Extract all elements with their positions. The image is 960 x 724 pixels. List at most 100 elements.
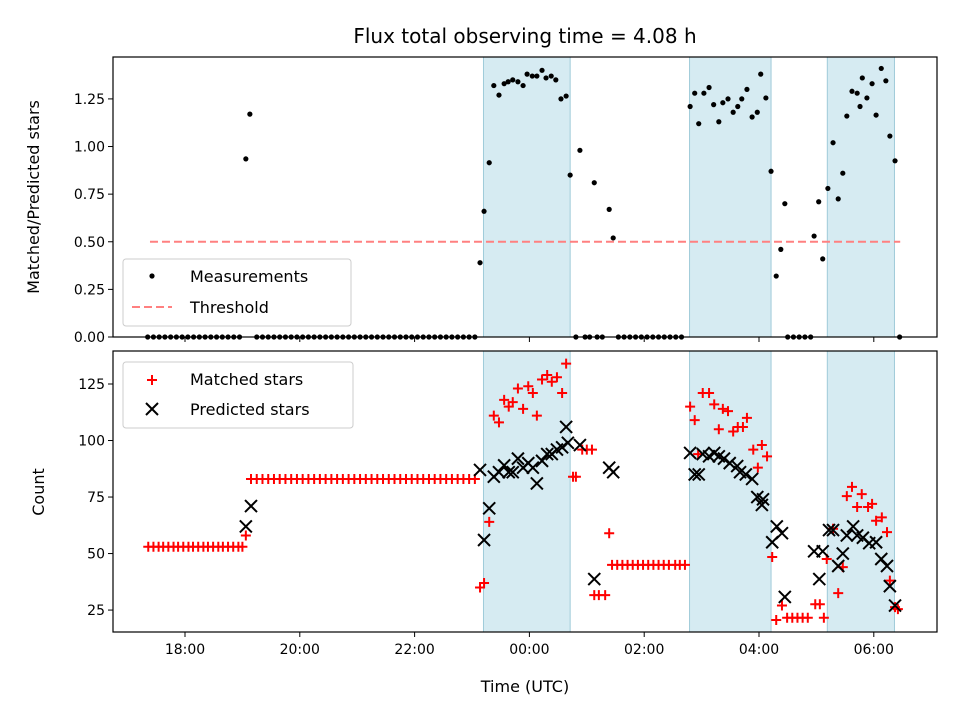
matched-stars-marker bbox=[527, 388, 538, 399]
matched-stars-marker bbox=[846, 481, 857, 492]
matched-stars-marker bbox=[551, 372, 562, 383]
bottom-y-axis-label: Count bbox=[29, 468, 48, 516]
matched-stars-marker bbox=[237, 541, 248, 552]
axes-frame bbox=[112, 350, 938, 633]
predicted-stars-marker bbox=[477, 533, 491, 547]
legend-matched-label: Matched stars bbox=[190, 370, 303, 389]
matched-stars-marker bbox=[814, 599, 825, 610]
matched-stars-marker bbox=[484, 516, 495, 527]
predicted-stars-marker bbox=[511, 451, 525, 466]
predicted-stars-marker bbox=[770, 519, 784, 534]
predicted-stars-marker bbox=[473, 463, 487, 477]
predicted-stars-marker bbox=[739, 467, 753, 482]
predicted-stars-marker bbox=[840, 528, 854, 543]
measurement-point bbox=[553, 77, 559, 83]
measurement-point bbox=[830, 140, 836, 146]
matched-stars-marker bbox=[685, 401, 696, 412]
matched-stars-marker bbox=[728, 426, 739, 437]
y-tick-label: 0.75 bbox=[74, 187, 105, 203]
measurement-point bbox=[563, 93, 569, 99]
measurement-point bbox=[811, 233, 817, 239]
matched-stars-marker bbox=[818, 612, 829, 623]
measurement-point bbox=[534, 73, 540, 79]
matched-stars-marker bbox=[542, 369, 553, 380]
predicted-stars-marker bbox=[540, 447, 554, 461]
legend-measurements-label: Measurements bbox=[190, 267, 308, 286]
matched-stars-marker bbox=[713, 424, 724, 435]
observing-window-band bbox=[482, 56, 571, 338]
matched-stars-marker bbox=[570, 471, 581, 482]
x-tick-label: 04:00 bbox=[739, 642, 779, 658]
measurement-point bbox=[730, 109, 736, 115]
matched-stars-marker bbox=[748, 444, 759, 455]
matched-stars-marker bbox=[762, 451, 773, 462]
predicted-stars-marker bbox=[530, 476, 544, 491]
measurement-point bbox=[859, 75, 865, 81]
matched-stars-marker bbox=[867, 498, 878, 509]
measurement-point bbox=[243, 156, 249, 162]
top-panel-ratio: 0.00 0.25 0.50 0.75 1.00 1.25 Measurements Thre… bbox=[74, 56, 938, 346]
matched-stars-marker bbox=[709, 399, 720, 410]
measurement-point bbox=[754, 109, 760, 115]
y-tick-label: 75 bbox=[87, 490, 105, 506]
measurement-point bbox=[857, 103, 863, 110]
matched-stars-marker bbox=[802, 612, 813, 623]
legend-matched-marker bbox=[147, 375, 157, 385]
matched-stars-marker bbox=[557, 388, 568, 399]
x-tick-label: 22:00 bbox=[394, 642, 434, 658]
measurement-point bbox=[539, 67, 545, 73]
predicted-stars-marker bbox=[812, 572, 826, 586]
y-tick-label: 0.25 bbox=[74, 282, 105, 298]
predicted-stars-marker bbox=[831, 559, 845, 573]
legend-predicted-label: Predicted stars bbox=[190, 400, 310, 419]
predicted-stars-marker bbox=[888, 598, 902, 613]
predicted-stars-marker bbox=[492, 465, 506, 479]
matched-stars-marker bbox=[884, 575, 895, 586]
matched-stars-marker bbox=[704, 388, 715, 399]
predicted-stars-marker bbox=[239, 519, 253, 534]
legend-box bbox=[122, 258, 352, 327]
measurement-point bbox=[520, 82, 526, 89]
matched-stars-marker bbox=[600, 590, 611, 601]
legend-measurements-marker bbox=[149, 273, 155, 279]
predicted-stars-marker bbox=[745, 472, 759, 486]
predicted-stars-marker bbox=[688, 467, 702, 482]
predicted-stars-marker bbox=[502, 465, 516, 479]
measurement-point bbox=[849, 88, 855, 94]
predicted-stars-marker bbox=[526, 460, 540, 475]
measurement-point bbox=[548, 73, 554, 79]
predicted-stars-marker bbox=[880, 559, 894, 573]
measurement-point bbox=[477, 260, 483, 266]
predicted-stars-marker bbox=[692, 467, 706, 482]
measurement-point bbox=[510, 77, 516, 83]
x-axis-label: Time (UTC) bbox=[480, 677, 569, 696]
matched-stars-marker bbox=[499, 394, 510, 405]
measurement-point bbox=[247, 111, 253, 117]
matched-stars-marker bbox=[723, 406, 734, 417]
legend-threshold-label: Threshold bbox=[189, 298, 269, 317]
measurement-point bbox=[835, 196, 841, 202]
measurement-point bbox=[711, 102, 717, 108]
predicted-stars-marker bbox=[573, 438, 587, 452]
measurement-point bbox=[773, 273, 779, 279]
measurement-point bbox=[892, 158, 898, 164]
matched-stars-marker bbox=[507, 397, 518, 408]
matched-stars-marker bbox=[841, 491, 852, 502]
measurement-point bbox=[782, 201, 788, 207]
matched-stars-marker bbox=[546, 376, 557, 387]
matched-stars-marker bbox=[741, 412, 752, 423]
y-tick-label: 50 bbox=[87, 547, 105, 563]
measurement-point bbox=[501, 81, 507, 87]
y-tick-label: 0.50 bbox=[74, 235, 105, 251]
legend: Measurements Threshold bbox=[122, 258, 352, 327]
measurement-point bbox=[840, 170, 846, 176]
measurement-point bbox=[825, 185, 831, 192]
measurement-point bbox=[725, 96, 731, 102]
measurement-point bbox=[481, 208, 487, 214]
matched-stars-marker bbox=[756, 440, 767, 451]
measurement-point bbox=[716, 119, 722, 125]
predicted-stars-marker bbox=[869, 535, 883, 549]
matched-stars-marker bbox=[767, 551, 778, 562]
matched-stars-marker bbox=[479, 577, 490, 588]
